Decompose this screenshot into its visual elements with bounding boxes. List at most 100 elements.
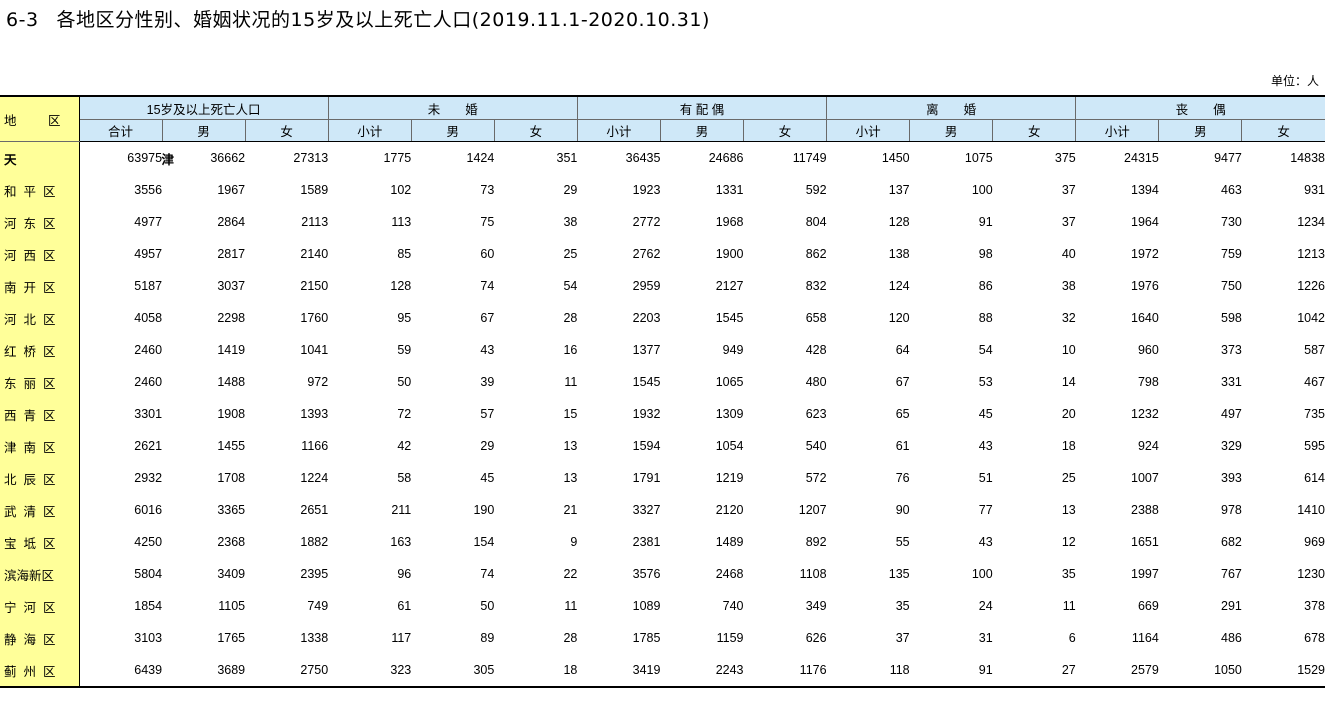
table-cell: 37 xyxy=(1061,183,1076,197)
table-cell: 1488 xyxy=(217,375,246,389)
table-cell: 4957 xyxy=(134,247,163,261)
table-cell: 305 xyxy=(411,654,495,688)
table-cell: 1967 xyxy=(217,183,246,197)
table-cell: 57 xyxy=(480,407,495,421)
table-cell: 349 xyxy=(805,599,827,613)
table-cell: 13 xyxy=(1061,503,1076,517)
table-cell: 37 xyxy=(895,631,910,645)
table-cell: 2150 xyxy=(300,279,329,293)
table-cell: 9 xyxy=(570,535,578,549)
page-title: 6-3 各地区分性别、婚姻状况的15岁及以上死亡人口(2019.11.1-2020… xyxy=(6,5,710,32)
table-cell: 63975 xyxy=(127,151,163,165)
table-cell: 2468 xyxy=(715,567,744,581)
table-cell: 3576 xyxy=(632,567,661,581)
table-cell: 1964 xyxy=(1131,215,1159,229)
table-cell: 1164 xyxy=(1131,631,1159,645)
table-row: 南开区 5187 3037 2150 128 74 54 2959 2127 832 124 86 38… xyxy=(0,270,1325,302)
table-cell: 480 xyxy=(805,375,827,389)
table-cell: 29 xyxy=(563,183,578,197)
table-cell: 3556 xyxy=(134,183,163,197)
table-cell: 60 xyxy=(480,247,495,261)
table-cell: 626 xyxy=(805,631,827,645)
table-cell: 2127 xyxy=(715,279,744,293)
table-cell: 862 xyxy=(805,247,827,261)
table-cell: 3103 xyxy=(134,631,163,645)
table-cell: 1932 xyxy=(632,407,661,421)
table-cell: 291 xyxy=(1221,599,1242,613)
table-cell: 1377 xyxy=(632,343,661,357)
table-cell: 960 xyxy=(1137,343,1159,357)
table-cell: 1309 xyxy=(715,407,744,421)
table-cell: 1007 xyxy=(1131,471,1159,485)
table-cell: 1908 xyxy=(217,407,246,421)
table-cell: 1854 xyxy=(134,599,163,613)
table-cell: 1708 xyxy=(217,471,246,485)
table-cell: 15 xyxy=(563,407,578,421)
table-cell: 100 xyxy=(971,567,993,581)
region-name: 蓟州区 xyxy=(0,654,80,688)
table-cell: 978 xyxy=(1221,503,1242,517)
region-name: 东丽区 xyxy=(0,366,80,398)
table-cell: 378 xyxy=(1304,599,1325,613)
group-header-divorced: 离 婚 xyxy=(826,95,1077,120)
table-cell: 113 xyxy=(391,215,412,229)
table-cell: 2120 xyxy=(715,503,744,517)
table-cell: 11749 xyxy=(792,151,827,165)
table-cell: 1394 xyxy=(1131,183,1159,197)
table-cell: 2381 xyxy=(632,535,661,549)
table-body: 天 津 63975 36662 27313 1775 1424 351 36435 24686 1… xyxy=(0,141,1325,688)
table-cell: 375 xyxy=(1054,151,1076,165)
table-cell: 88 xyxy=(978,311,993,325)
region-name: 津南区 xyxy=(0,430,80,462)
table-cell: 16 xyxy=(563,343,578,357)
table-cell: 759 xyxy=(1221,247,1242,261)
table-cell: 323 xyxy=(328,654,412,688)
table-cell: 1054 xyxy=(715,439,744,453)
table-cell: 72 xyxy=(397,407,412,421)
table-cell: 90 xyxy=(895,503,910,517)
table-cell: 497 xyxy=(1221,407,1242,421)
group-header-married: 有 配 偶 xyxy=(577,95,828,120)
table-cell: 329 xyxy=(1221,439,1242,453)
table-row: 武清区 6016 3365 2651 211 190 21 3327 2120 1207 90 77 1… xyxy=(0,494,1325,526)
region-name: 河东区 xyxy=(0,206,80,238)
table-cell: 1419 xyxy=(217,343,246,357)
table-cell: 27 xyxy=(992,654,1076,688)
table-cell: 1424 xyxy=(466,151,495,165)
table-cell: 740 xyxy=(722,599,744,613)
table-cell: 1042 xyxy=(1297,311,1325,325)
region-name: 宁河区 xyxy=(0,590,80,622)
table-cell: 12 xyxy=(1061,535,1076,549)
table-cell: 2651 xyxy=(300,503,329,517)
table-cell: 1997 xyxy=(1131,567,1159,581)
table-number: 6-3 xyxy=(6,9,39,31)
table-cell: 2203 xyxy=(632,311,661,325)
table-cell: 20 xyxy=(1061,407,1076,421)
table-cell: 11 xyxy=(1062,599,1076,613)
region-name: 红桥区 xyxy=(0,334,80,366)
table-cell: 4977 xyxy=(134,215,163,229)
table-cell: 38 xyxy=(1061,279,1076,293)
table-cell: 118 xyxy=(826,654,910,688)
table-cell: 59 xyxy=(397,343,412,357)
region-name: 静海区 xyxy=(0,622,80,654)
region-name: 北辰区 xyxy=(0,462,80,494)
table-cell: 54 xyxy=(563,279,578,293)
region-name: 河北区 xyxy=(0,302,80,334)
table-cell: 128 xyxy=(888,215,910,229)
table-cell: 53 xyxy=(978,375,993,389)
table-cell: 67 xyxy=(480,311,495,325)
sub-header: 小计 xyxy=(577,119,661,142)
table-cell: 1900 xyxy=(715,247,744,261)
table-cell: 1075 xyxy=(964,151,993,165)
table-cell: 1041 xyxy=(300,343,329,357)
table-cell: 1105 xyxy=(218,599,246,613)
table-cell: 1159 xyxy=(716,631,744,645)
table-cell: 2579 xyxy=(1075,654,1159,688)
sub-header: 男 xyxy=(909,119,994,142)
table-cell: 100 xyxy=(971,183,993,197)
sub-header: 女 xyxy=(992,119,1077,142)
table-cell: 572 xyxy=(805,471,827,485)
table-cell: 54 xyxy=(978,343,993,357)
table-cell: 832 xyxy=(805,279,827,293)
